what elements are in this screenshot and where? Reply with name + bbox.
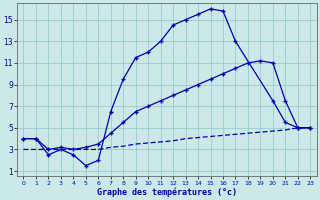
X-axis label: Graphe des températures (°c): Graphe des températures (°c): [97, 187, 237, 197]
